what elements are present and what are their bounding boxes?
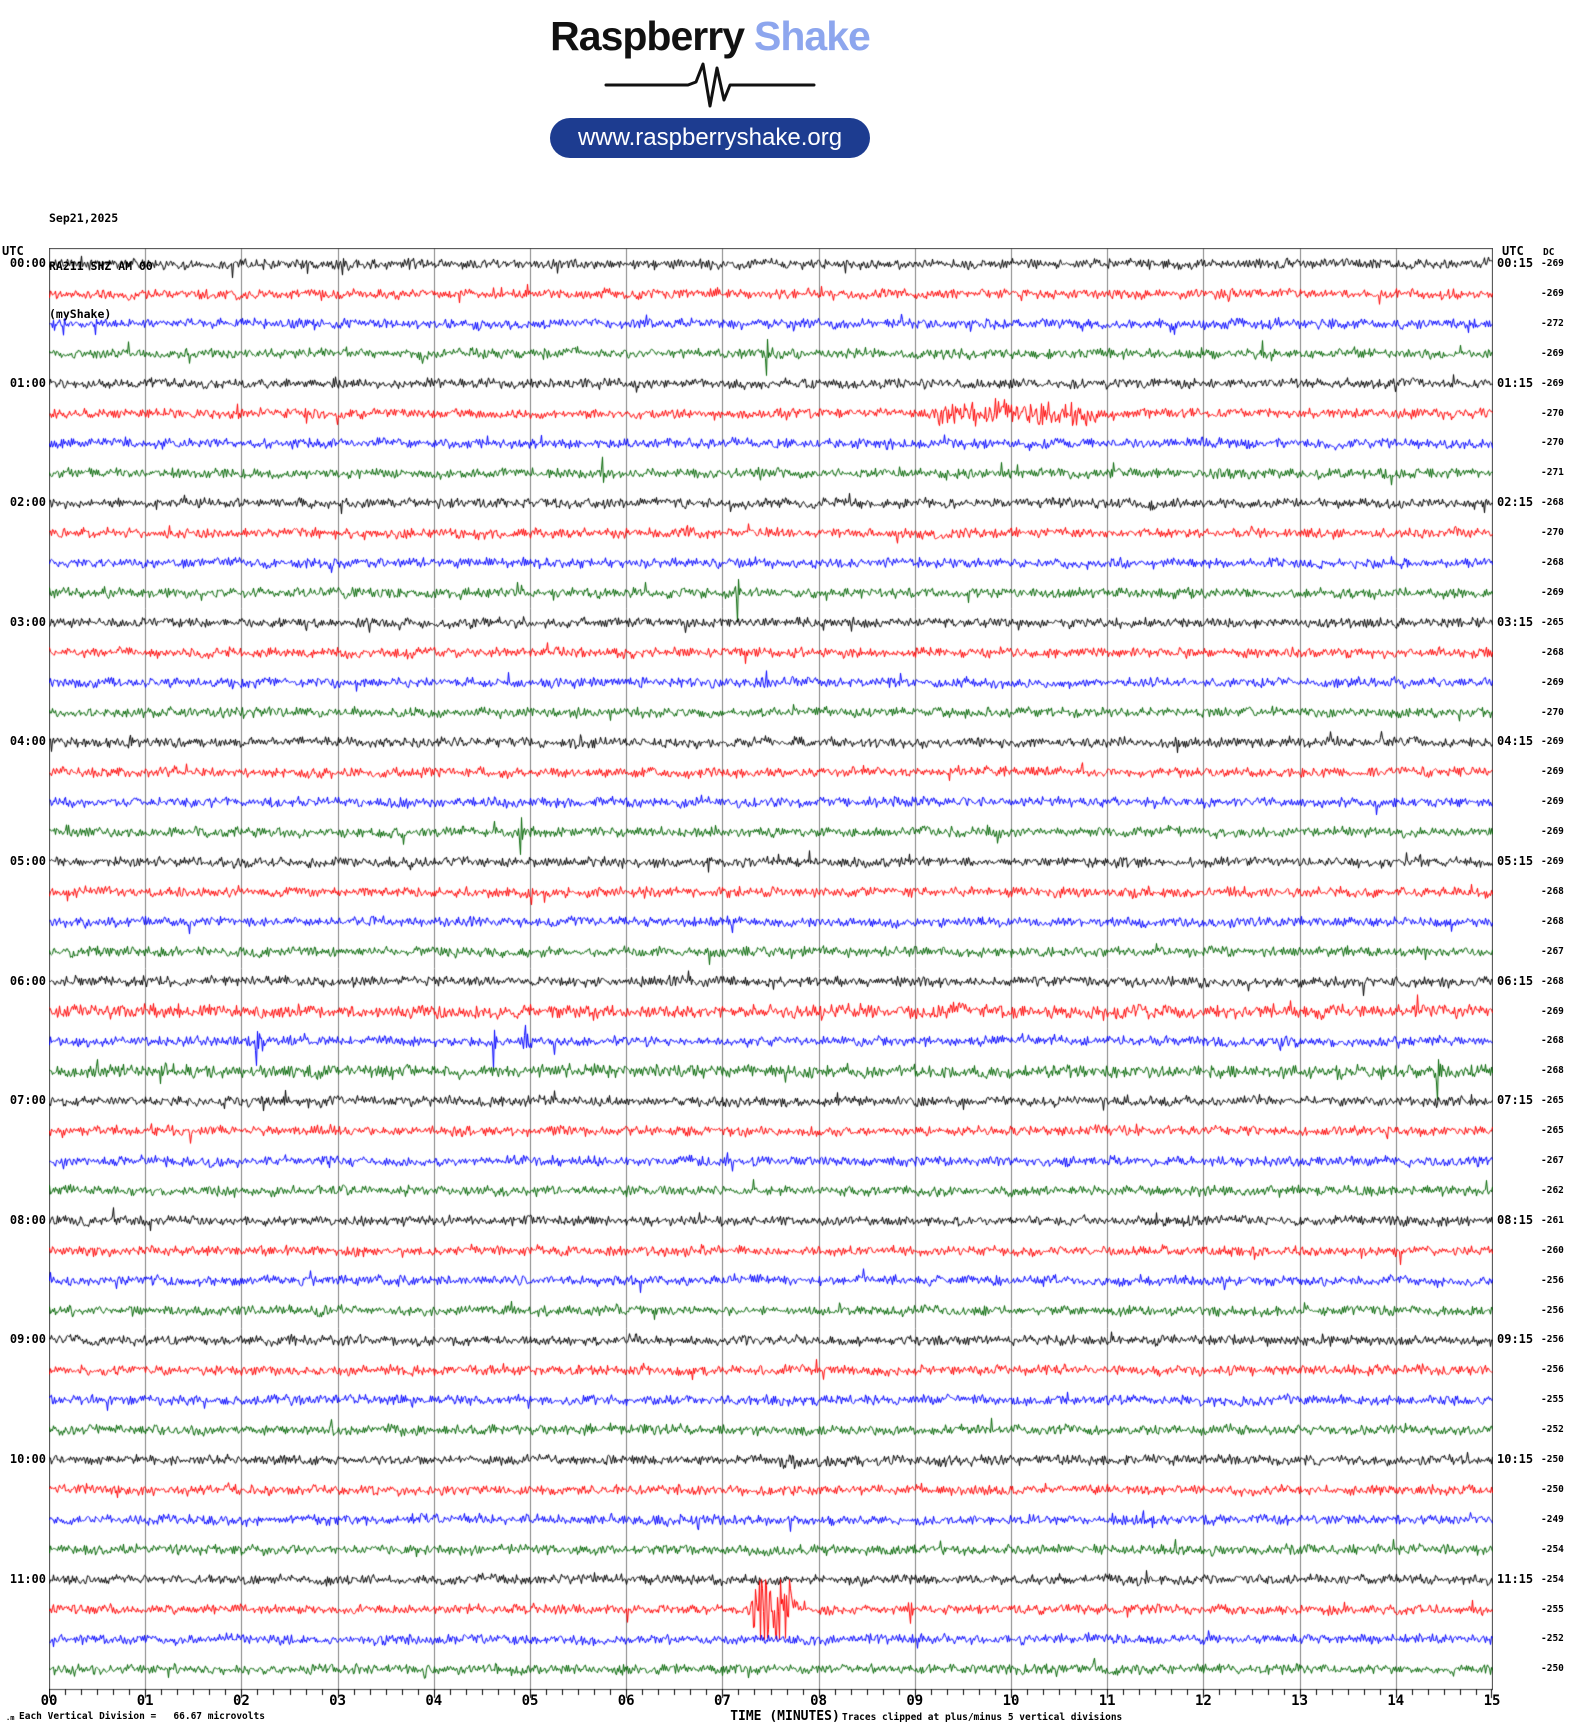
dc-value: -249 bbox=[1541, 1513, 1564, 1525]
dc-value: -252 bbox=[1541, 1424, 1564, 1436]
utc-header-right: UTC bbox=[1502, 244, 1524, 258]
dc-value: -269 bbox=[1541, 258, 1564, 269]
hour-label-left: 11:00 bbox=[9, 1571, 46, 1586]
hour-label-left: 06:00 bbox=[9, 973, 46, 988]
hour-label-right: 02:15 bbox=[1497, 495, 1534, 510]
dc-value: -268 bbox=[1541, 975, 1564, 987]
dc-value: -269 bbox=[1541, 676, 1564, 688]
dc-value: -265 bbox=[1541, 1095, 1564, 1107]
hour-label-left: 02:00 bbox=[9, 495, 46, 510]
x-axis-title: TIME (MINUTES) bbox=[730, 1709, 840, 1724]
dc-value: -269 bbox=[1541, 736, 1564, 748]
dc-value: -270 bbox=[1541, 706, 1564, 718]
dc-value: -250 bbox=[1541, 1483, 1564, 1495]
dc-value: -260 bbox=[1541, 1244, 1564, 1256]
seismic-waveform-icon bbox=[604, 62, 816, 108]
dc-value: -256 bbox=[1541, 1304, 1564, 1316]
utc-header-left: UTC bbox=[2, 244, 24, 258]
hour-label-right: 05:15 bbox=[1497, 854, 1534, 868]
dc-value: -268 bbox=[1541, 557, 1564, 568]
dc-value: -269 bbox=[1541, 1005, 1564, 1017]
dc-value: -267 bbox=[1541, 1155, 1564, 1166]
dc-value: -268 bbox=[1541, 915, 1564, 927]
dc-value: -270 bbox=[1541, 527, 1564, 539]
hour-label-right: 07:15 bbox=[1497, 1093, 1534, 1108]
hour-label-left: 10:00 bbox=[9, 1452, 46, 1466]
dc-value: -272 bbox=[1541, 317, 1564, 329]
info-date: Sep21,2025 bbox=[49, 211, 119, 225]
hour-label-left: 05:00 bbox=[9, 854, 46, 868]
dc-value: -255 bbox=[1541, 1603, 1564, 1615]
logo-text-raspberry: Raspberry bbox=[550, 13, 745, 59]
hour-label-right: 04:15 bbox=[1497, 734, 1534, 749]
dc-value: -269 bbox=[1541, 586, 1564, 598]
dc-value: -270 bbox=[1541, 407, 1564, 419]
hour-label-left: 03:00 bbox=[9, 614, 46, 629]
dc-value: -269 bbox=[1541, 287, 1564, 299]
hour-label-right: 03:15 bbox=[1497, 614, 1534, 629]
dc-value: -250 bbox=[1541, 1663, 1564, 1675]
dc-value: -256 bbox=[1541, 1274, 1564, 1286]
hour-label-right: 01:15 bbox=[1497, 375, 1534, 390]
hour-label-left: 04:00 bbox=[9, 734, 46, 749]
dc-value: -267 bbox=[1541, 945, 1564, 957]
clipping-note: Traces clipped at plus/minus 5 vertical … bbox=[842, 1712, 1123, 1723]
logo-wordmark: Raspberry Shake bbox=[0, 14, 1420, 58]
dc-value: -268 bbox=[1541, 885, 1564, 897]
dc-value: -269 bbox=[1541, 796, 1564, 808]
hour-label-left: 01:00 bbox=[9, 375, 46, 390]
footer-corner-marker: .m bbox=[6, 1714, 15, 1722]
dc-value: -269 bbox=[1541, 377, 1564, 389]
vertical-division-note: Each Vertical Division = 66.67 microvolt… bbox=[19, 1711, 265, 1722]
dc-value: -265 bbox=[1541, 1125, 1564, 1137]
hour-label-right: 11:15 bbox=[1497, 1571, 1534, 1586]
dc-value: -268 bbox=[1541, 497, 1564, 509]
dc-value: -269 bbox=[1541, 766, 1564, 778]
hour-label-right: 00:15 bbox=[1497, 256, 1534, 270]
dc-value: -268 bbox=[1541, 1035, 1564, 1047]
dc-value: -256 bbox=[1541, 1364, 1564, 1376]
dc-value: -255 bbox=[1541, 1394, 1564, 1406]
dc-value: -269 bbox=[1541, 856, 1564, 867]
dc-value: -270 bbox=[1541, 437, 1564, 449]
dc-value: -262 bbox=[1541, 1184, 1564, 1196]
hour-label-left: 07:00 bbox=[9, 1093, 46, 1108]
website-url-button[interactable]: www.raspberryshake.org bbox=[549, 118, 871, 158]
dc-value: -269 bbox=[1541, 347, 1564, 359]
logo-text-shake: Shake bbox=[754, 13, 871, 59]
dc-value: -261 bbox=[1541, 1214, 1564, 1226]
dc-column-header: DC bbox=[1543, 247, 1555, 258]
hour-label-right: 06:15 bbox=[1497, 973, 1534, 988]
hour-label-right: 09:15 bbox=[1497, 1332, 1534, 1347]
dc-value: -268 bbox=[1541, 646, 1564, 658]
dc-value: -265 bbox=[1541, 616, 1564, 628]
dc-value: -268 bbox=[1541, 1065, 1564, 1077]
hour-label-left: 09:00 bbox=[9, 1332, 46, 1347]
dc-value: -250 bbox=[1541, 1454, 1564, 1465]
dc-value: -254 bbox=[1541, 1543, 1564, 1555]
dc-value: -252 bbox=[1541, 1633, 1564, 1645]
hour-label-left: 00:00 bbox=[9, 256, 46, 270]
dc-value: -254 bbox=[1541, 1573, 1564, 1585]
dc-value: -271 bbox=[1541, 467, 1564, 479]
hour-label-right: 10:15 bbox=[1497, 1452, 1534, 1466]
brand-header: Raspberry Shake www.raspberryshake.org bbox=[0, 14, 1420, 158]
hour-label-left: 08:00 bbox=[9, 1212, 46, 1227]
helicorder-plot-canvas bbox=[49, 248, 1493, 1700]
hour-label-right: 08:15 bbox=[1497, 1212, 1534, 1227]
dc-value: -269 bbox=[1541, 826, 1564, 838]
dc-value: -256 bbox=[1541, 1334, 1564, 1346]
